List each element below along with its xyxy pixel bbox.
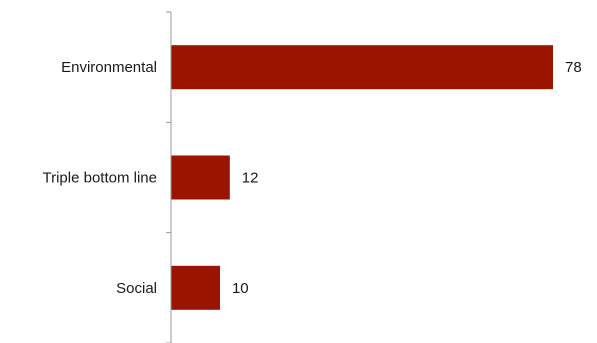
- category-label: Triple bottom line: [43, 170, 158, 187]
- category-label: Social: [116, 280, 157, 297]
- bar-environmental: [171, 45, 553, 90]
- value-label: 12: [242, 170, 259, 187]
- category-label: Environmental: [61, 59, 157, 76]
- bar-social: [171, 265, 220, 310]
- bar-triple-bottom-line: [171, 155, 230, 200]
- value-label: 78: [565, 59, 582, 76]
- value-label: 10: [232, 280, 249, 297]
